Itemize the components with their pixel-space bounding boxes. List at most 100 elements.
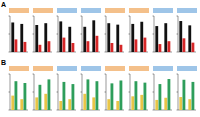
header-box (33, 66, 53, 71)
y-tick (153, 16, 155, 17)
bars (35, 79, 50, 110)
header-box (153, 66, 173, 71)
header-box (81, 8, 101, 13)
subplot: A (1, 1, 29, 52)
y-tick (129, 52, 131, 53)
bars (131, 81, 146, 110)
bar (48, 79, 51, 110)
bar (72, 84, 75, 110)
y-tick (33, 92, 35, 93)
bar (111, 43, 114, 52)
header-box (57, 66, 77, 71)
panel-label: A (1, 1, 6, 8)
bar (179, 97, 182, 110)
y-axis (34, 16, 35, 52)
bar (159, 44, 162, 52)
subplot (33, 66, 54, 110)
bar (135, 81, 138, 110)
subplot (129, 66, 150, 110)
y-tick (33, 52, 35, 53)
bar (87, 79, 90, 110)
y-tick (57, 110, 59, 111)
y-tick (57, 92, 59, 93)
bar (183, 80, 186, 110)
bar (135, 39, 138, 52)
bar (140, 95, 143, 110)
y-axis (106, 16, 107, 52)
bars (83, 79, 98, 110)
y-tick (129, 92, 131, 93)
bars (107, 23, 122, 52)
y-tick (81, 74, 83, 75)
bar (155, 26, 158, 52)
y-tick (177, 110, 179, 111)
y-tick (9, 110, 11, 111)
y-axis (82, 16, 83, 52)
bar (87, 41, 90, 52)
bar (168, 79, 171, 110)
y-axis (82, 74, 83, 110)
bar (68, 27, 71, 52)
bar (20, 24, 23, 52)
bar (159, 84, 162, 110)
y-tick (57, 34, 59, 35)
y-tick (153, 74, 155, 75)
bar (107, 99, 110, 110)
y-axis (10, 16, 11, 52)
bar (111, 83, 114, 110)
bars (179, 80, 194, 110)
bar (72, 43, 75, 52)
y-axis (130, 74, 131, 110)
y-tick (81, 16, 83, 17)
bar (116, 25, 119, 52)
y-tick (177, 34, 179, 35)
bar (192, 43, 195, 52)
bar (144, 83, 147, 110)
header-box (177, 8, 197, 13)
y-tick (33, 74, 35, 75)
header-box (9, 66, 29, 71)
bar (107, 23, 110, 52)
bar (11, 22, 14, 52)
y-axis (154, 16, 155, 52)
bars (59, 21, 74, 52)
y-tick (57, 52, 59, 53)
bar (168, 41, 171, 52)
bar (164, 98, 167, 110)
subplot (177, 8, 198, 52)
y-axis (154, 74, 155, 110)
bars (179, 21, 194, 52)
bar (83, 94, 86, 110)
y-tick (81, 34, 83, 35)
y-axis (58, 74, 59, 110)
y-tick (153, 92, 155, 93)
y-tick (105, 52, 107, 53)
bar (144, 38, 147, 52)
figure: AB (0, 0, 200, 117)
subplot (81, 8, 102, 52)
subplot (57, 66, 78, 110)
bars (155, 23, 170, 52)
header-box (81, 66, 101, 71)
y-tick (33, 34, 35, 35)
panel-label: B (1, 59, 6, 66)
subplot: B (1, 59, 29, 110)
bar (120, 45, 123, 52)
y-tick (57, 16, 59, 17)
header-box (105, 8, 125, 13)
y-tick (153, 110, 155, 111)
y-tick (177, 16, 179, 17)
subplot (153, 8, 174, 52)
bar (116, 101, 119, 110)
bar (179, 21, 182, 52)
y-tick (105, 74, 107, 75)
y-tick (33, 16, 35, 17)
y-tick (153, 52, 155, 53)
y-tick (105, 16, 107, 17)
bar (24, 42, 27, 52)
subplot (57, 8, 78, 52)
y-tick (9, 34, 11, 35)
bar (44, 94, 47, 110)
subplot (129, 8, 150, 52)
bar (11, 96, 14, 110)
